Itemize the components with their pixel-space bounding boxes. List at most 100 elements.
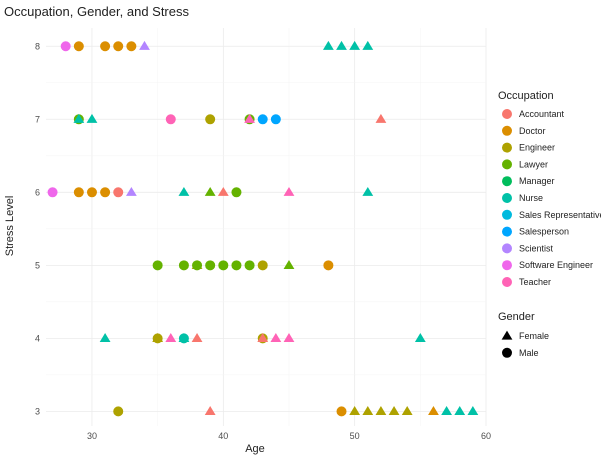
data-points xyxy=(47,40,479,417)
data-point-female xyxy=(191,333,203,342)
data-point-female xyxy=(244,113,255,123)
data-point-female xyxy=(362,406,374,416)
data-point-male xyxy=(231,187,242,198)
legend-label: Engineer xyxy=(519,143,555,153)
data-point-male xyxy=(192,260,203,271)
legend-key-software-engineer xyxy=(502,260,512,271)
data-point-male xyxy=(178,260,189,271)
data-point-male xyxy=(73,187,84,198)
legend-label: Lawyer xyxy=(519,159,548,169)
data-point-female xyxy=(152,333,164,342)
data-point-female xyxy=(283,333,295,342)
data-point-female xyxy=(375,406,387,416)
data-point-female xyxy=(99,333,111,342)
data-point-female xyxy=(178,186,190,196)
data-point-female xyxy=(139,40,150,50)
data-point-male xyxy=(47,187,58,198)
legend-key-nurse xyxy=(502,193,512,203)
data-point-female xyxy=(165,333,177,342)
data-point-female xyxy=(388,406,400,416)
y-axis-title: Stress Level xyxy=(4,196,16,257)
legend-label: Nurse xyxy=(519,193,543,203)
data-point-female xyxy=(401,406,413,416)
data-point-male xyxy=(100,187,111,198)
x-tick-label: 50 xyxy=(350,431,360,441)
data-point-female xyxy=(217,186,229,196)
data-point-male xyxy=(113,406,124,417)
y-tick-label: 3 xyxy=(35,406,40,416)
data-point-female xyxy=(467,406,479,416)
data-point-male xyxy=(113,187,124,198)
data-point-male xyxy=(152,260,163,271)
data-point-male xyxy=(205,260,216,271)
legend-key-female xyxy=(501,330,513,340)
legend-title-occupation: Occupation xyxy=(498,90,554,102)
data-point-male xyxy=(257,114,268,125)
data-point-female xyxy=(86,113,98,123)
legend-key-salesperson xyxy=(502,226,512,237)
data-point-female xyxy=(257,333,269,342)
data-point-female xyxy=(362,40,374,50)
data-point-female xyxy=(178,333,190,342)
data-point-male xyxy=(257,260,268,271)
data-point-female xyxy=(428,406,439,416)
data-point-male xyxy=(205,114,216,125)
legend-label: Salesperson xyxy=(519,227,569,237)
y-tick-label: 7 xyxy=(35,114,40,124)
legend-key-sales-representative xyxy=(502,209,512,220)
data-point-male xyxy=(336,406,347,417)
data-point-female xyxy=(414,333,426,342)
data-point-male xyxy=(126,41,137,52)
data-point-male xyxy=(270,114,281,125)
x-tick-label: 60 xyxy=(481,431,491,441)
data-point-female xyxy=(441,406,452,416)
legend-label: Female xyxy=(519,331,549,341)
x-tick-label: 40 xyxy=(218,431,228,441)
data-point-male xyxy=(165,114,176,125)
data-point-male xyxy=(73,41,84,52)
data-point-female xyxy=(204,406,216,416)
y-tick-label: 6 xyxy=(35,187,40,197)
data-point-male xyxy=(100,41,111,52)
data-point-male xyxy=(231,260,242,271)
legend-title-gender: Gender xyxy=(498,311,535,323)
axis-ticks: 30 40 50 60 3 4 5 6 7 8 xyxy=(35,41,491,441)
data-point-female xyxy=(73,113,85,123)
y-tick-label: 5 xyxy=(35,260,40,270)
legend-label: Software Engineer xyxy=(519,260,593,270)
data-point-female xyxy=(349,406,361,416)
legend-label: Accountant xyxy=(519,109,565,119)
legend-label: Male xyxy=(519,348,539,358)
data-point-male xyxy=(86,187,97,198)
data-point-female xyxy=(322,40,334,50)
data-point-male xyxy=(60,41,71,52)
x-tick-label: 30 xyxy=(87,431,97,441)
data-point-male xyxy=(218,260,229,271)
y-tick-label: 4 xyxy=(35,333,40,343)
legend-key-scientist xyxy=(502,243,512,254)
legend-key-engineer xyxy=(502,142,512,153)
legend-label: Doctor xyxy=(519,126,546,136)
legend-key-teacher xyxy=(502,277,512,287)
legend-label: Scientist xyxy=(519,243,554,253)
legend-key-doctor xyxy=(502,125,512,136)
data-point-female xyxy=(336,40,347,50)
data-point-female xyxy=(375,113,387,123)
legend-key-accountant xyxy=(502,109,512,119)
legend-key-manager xyxy=(502,176,512,187)
data-point-female xyxy=(283,186,295,196)
data-point-female xyxy=(125,186,137,196)
legend-key-male xyxy=(502,347,512,358)
data-point-male xyxy=(113,41,124,52)
legend-key-lawyer xyxy=(502,159,512,170)
y-tick-label: 8 xyxy=(35,41,40,51)
legend: Occupation Accountant Doctor Engineer Lawyer… xyxy=(498,90,601,358)
chart-title: Occupation, Gender, and Stress xyxy=(4,4,189,19)
grid xyxy=(46,28,487,426)
data-point-female xyxy=(362,186,374,196)
data-point-female xyxy=(349,40,361,50)
legend-label: Teacher xyxy=(519,277,551,287)
data-point-female xyxy=(270,333,282,342)
